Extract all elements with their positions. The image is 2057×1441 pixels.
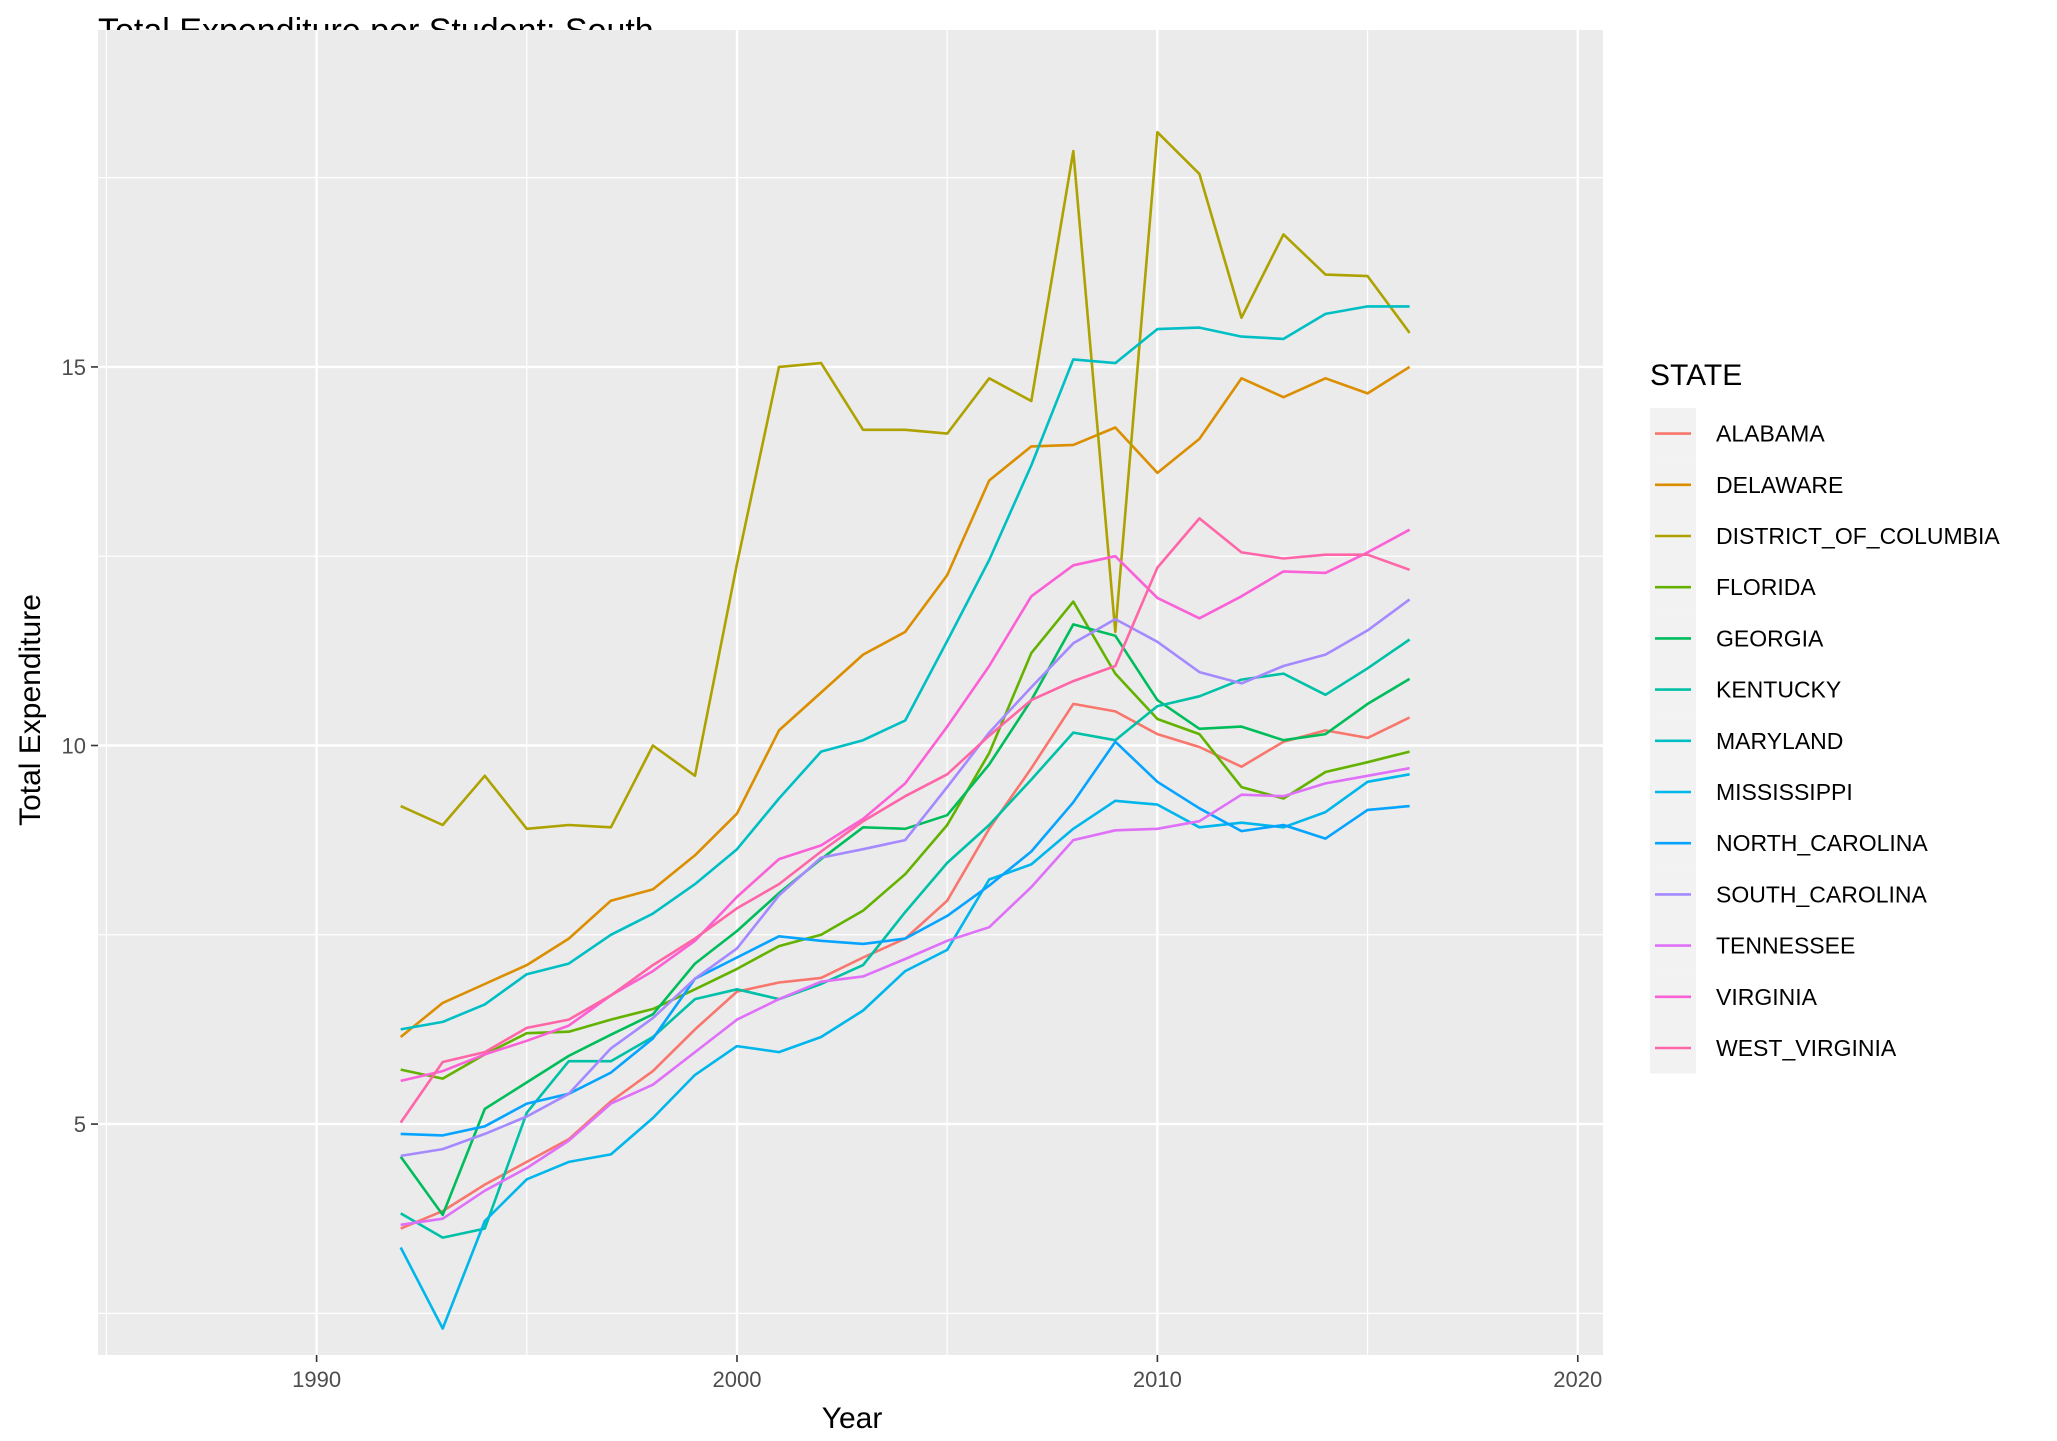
series-lines	[399, 130, 1411, 1330]
legend-label-virginia: VIRGINIA	[1716, 984, 1818, 1010]
y-tick-label: 15	[62, 355, 86, 380]
series-line-virginia	[400, 528, 1411, 1083]
legend-label-georgia: GEORGIA	[1716, 625, 1824, 651]
legend-label-kentucky: KENTUCKY	[1716, 677, 1841, 703]
series-line-delaware	[399, 365, 1411, 1039]
x-tick-label: 2020	[1553, 1367, 1602, 1392]
legend-items: ALABAMA DELAWARE DISTRICT_OF_COLUMBIA FLORI…	[1650, 408, 2000, 1074]
legend-title: STATE	[1650, 359, 1742, 392]
x-axis-title: Year	[822, 1402, 883, 1435]
legend-label-maryland: MARYLAND	[1716, 728, 1843, 754]
series-line-mississippi	[399, 773, 1410, 1330]
x-tick-label: 1990	[292, 1367, 341, 1392]
series-line-west-virginia	[399, 517, 1411, 1124]
legend-label-district-of-columbia: DISTRICT_OF_COLUMBIA	[1716, 523, 2000, 549]
x-tick-label: 2010	[1133, 1367, 1182, 1392]
series-line-tennessee	[400, 766, 1410, 1227]
legend-label-west-virginia: WEST_VIRGINIA	[1716, 1035, 1897, 1061]
plot-panel	[98, 30, 1603, 1355]
legend-label-south-carolina: SOUTH_CAROLINA	[1716, 881, 1928, 907]
legend-label-mississippi: MISSISSIPPI	[1716, 779, 1853, 805]
legend-label-alabama: ALABAMA	[1716, 421, 1825, 447]
minor-gridlines	[98, 30, 1603, 1355]
y-axis-title: Total Expenditure	[14, 594, 47, 826]
legend-label-tennessee: TENNESSEE	[1716, 933, 1855, 959]
series-line-georgia	[399, 623, 1411, 1217]
y-tick-label: 10	[62, 734, 86, 759]
series-line-south-carolina	[400, 598, 1411, 1158]
legend-label-delaware: DELAWARE	[1716, 472, 1843, 498]
major-gridlines	[98, 30, 1603, 1355]
series-line-district-of-columbia	[400, 130, 1411, 831]
series-line-maryland	[400, 305, 1410, 1031]
x-axis-ticks: 1990 2000 2010 2020	[292, 1355, 1602, 1392]
x-tick-label: 2000	[713, 1367, 762, 1392]
series-line-kentucky	[400, 638, 1411, 1239]
y-axis-ticks: 5 10 15	[62, 355, 98, 1137]
legend-label-north-carolina: NORTH_CAROLINA	[1716, 830, 1928, 856]
series-line-florida	[400, 600, 1410, 1080]
legend-label-florida: FLORIDA	[1716, 574, 1816, 600]
y-tick-label: 5	[74, 1112, 86, 1137]
legend: STATE ALABAMA DELAWARE DISTRICT_OF_COLUMBI…	[1650, 359, 2000, 1074]
